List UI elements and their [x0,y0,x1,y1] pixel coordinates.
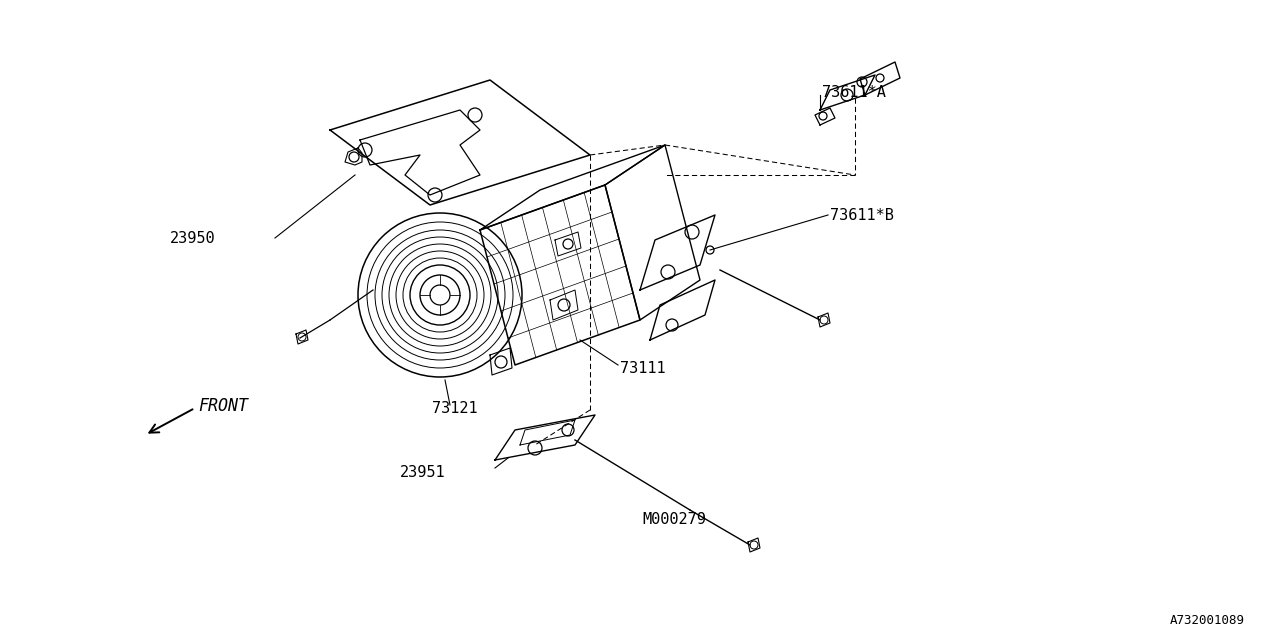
Text: M000279: M000279 [643,513,705,527]
Text: 23951: 23951 [399,465,445,479]
Text: 73111: 73111 [620,360,666,376]
Text: 23950: 23950 [169,230,215,246]
Text: 73121: 73121 [433,401,477,415]
Text: A732001089: A732001089 [1170,614,1245,627]
Text: FRONT: FRONT [198,397,248,415]
Text: 73611*B: 73611*B [829,207,893,223]
Text: 73611*A: 73611*A [822,84,886,99]
